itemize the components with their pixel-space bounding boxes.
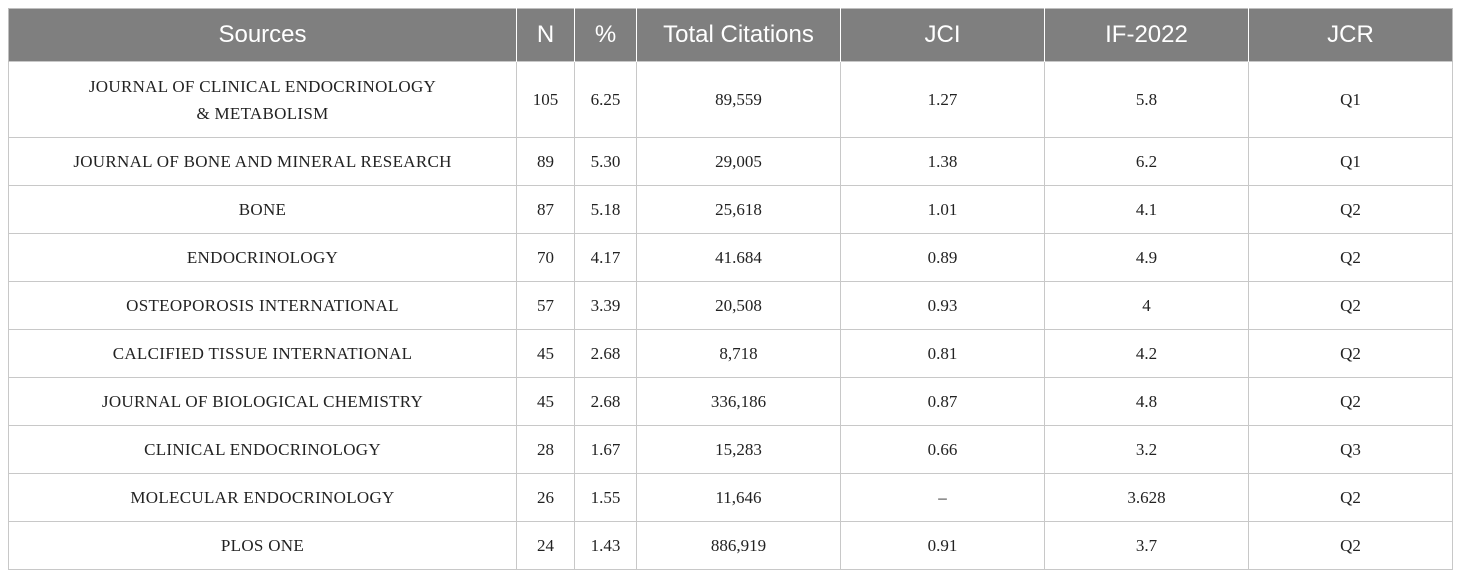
cell-jci: –	[840, 473, 1045, 522]
cell-jci: 0.81	[840, 329, 1045, 378]
cell-jci: 1.27	[840, 61, 1045, 138]
cell-n: 45	[516, 377, 575, 426]
cell-if-2022: 4.9	[1044, 233, 1249, 282]
cell-total-citations: 11,646	[636, 473, 841, 522]
cell-source: OSTEOPOROSIS INTERNATIONAL	[8, 281, 517, 330]
cell-percent: 3.39	[574, 281, 637, 330]
header-total-citations: Total Citations	[636, 8, 841, 62]
cell-n: 28	[516, 425, 575, 474]
table-row: ENDOCRINOLOGY 70 4.17 41.684 0.89 4.9 Q2	[8, 233, 1453, 282]
cell-jcr: Q2	[1248, 281, 1453, 330]
header-n: N	[516, 8, 575, 62]
cell-jcr: Q2	[1248, 473, 1453, 522]
cell-percent: 5.18	[574, 185, 637, 234]
cell-if-2022: 4.1	[1044, 185, 1249, 234]
cell-if-2022: 6.2	[1044, 137, 1249, 186]
cell-jcr: Q2	[1248, 185, 1453, 234]
cell-source: ENDOCRINOLOGY	[8, 233, 517, 282]
cell-n: 24	[516, 521, 575, 570]
cell-total-citations: 336,186	[636, 377, 841, 426]
cell-total-citations: 8,718	[636, 329, 841, 378]
table-row: BONE 87 5.18 25,618 1.01 4.1 Q2	[8, 185, 1453, 234]
cell-percent: 2.68	[574, 329, 637, 378]
header-jci: JCI	[840, 8, 1045, 62]
cell-percent: 1.55	[574, 473, 637, 522]
cell-source: MOLECULAR ENDOCRINOLOGY	[8, 473, 517, 522]
cell-source: BONE	[8, 185, 517, 234]
cell-n: 89	[516, 137, 575, 186]
table-body: JOURNAL OF CLINICAL ENDOCRINOLOGY & METAB…	[8, 61, 1453, 570]
cell-total-citations: 25,618	[636, 185, 841, 234]
cell-percent: 5.30	[574, 137, 637, 186]
cell-source: JOURNAL OF BONE AND MINERAL RESEARCH	[8, 137, 517, 186]
cell-percent: 2.68	[574, 377, 637, 426]
header-jcr: JCR	[1248, 8, 1453, 62]
cell-n: 105	[516, 61, 575, 138]
cell-n: 87	[516, 185, 575, 234]
cell-if-2022: 4.2	[1044, 329, 1249, 378]
cell-if-2022: 4	[1044, 281, 1249, 330]
cell-jci: 0.91	[840, 521, 1045, 570]
cell-percent: 4.17	[574, 233, 637, 282]
table-row: JOURNAL OF BONE AND MINERAL RESEARCH 89 …	[8, 137, 1453, 186]
header-if-2022: IF-2022	[1044, 8, 1249, 62]
cell-total-citations: 20,508	[636, 281, 841, 330]
cell-total-citations: 886,919	[636, 521, 841, 570]
header-row: Sources N % Total Citations JCI IF-2022 …	[8, 8, 1453, 62]
cell-jci: 0.93	[840, 281, 1045, 330]
cell-n: 26	[516, 473, 575, 522]
cell-jcr: Q2	[1248, 233, 1453, 282]
table-row: OSTEOPOROSIS INTERNATIONAL 57 3.39 20,50…	[8, 281, 1453, 330]
source-line-2: & METABOLISM	[196, 103, 329, 123]
cell-jcr: Q3	[1248, 425, 1453, 474]
journals-table-container: Sources N % Total Citations JCI IF-2022 …	[8, 8, 1453, 570]
cell-source: CALCIFIED TISSUE INTERNATIONAL	[8, 329, 517, 378]
cell-source: PLOS ONE	[8, 521, 517, 570]
cell-jcr: Q1	[1248, 137, 1453, 186]
header-sources: Sources	[8, 8, 517, 62]
table-row: JOURNAL OF CLINICAL ENDOCRINOLOGY & METAB…	[8, 61, 1453, 138]
cell-source: CLINICAL ENDOCRINOLOGY	[8, 425, 517, 474]
cell-jcr: Q2	[1248, 329, 1453, 378]
cell-n: 70	[516, 233, 575, 282]
table-row: PLOS ONE 24 1.43 886,919 0.91 3.7 Q2	[8, 521, 1453, 570]
table-row: CALCIFIED TISSUE INTERNATIONAL 45 2.68 8…	[8, 329, 1453, 378]
cell-total-citations: 29,005	[636, 137, 841, 186]
cell-if-2022: 3.2	[1044, 425, 1249, 474]
table-row: CLINICAL ENDOCRINOLOGY 28 1.67 15,283 0.…	[8, 425, 1453, 474]
cell-jci: 1.01	[840, 185, 1045, 234]
cell-if-2022: 5.8	[1044, 61, 1249, 138]
cell-percent: 6.25	[574, 61, 637, 138]
cell-total-citations: 89,559	[636, 61, 841, 138]
journals-table: Sources N % Total Citations JCI IF-2022 …	[8, 8, 1453, 570]
cell-jci: 0.87	[840, 377, 1045, 426]
cell-percent: 1.67	[574, 425, 637, 474]
cell-jci: 1.38	[840, 137, 1045, 186]
cell-n: 57	[516, 281, 575, 330]
cell-jci: 0.66	[840, 425, 1045, 474]
cell-jcr: Q2	[1248, 521, 1453, 570]
cell-total-citations: 41.684	[636, 233, 841, 282]
cell-total-citations: 15,283	[636, 425, 841, 474]
cell-percent: 1.43	[574, 521, 637, 570]
source-line-1: JOURNAL OF CLINICAL ENDOCRINOLOGY	[88, 76, 437, 96]
cell-source: JOURNAL OF CLINICAL ENDOCRINOLOGY & METAB…	[8, 61, 517, 138]
table-header: Sources N % Total Citations JCI IF-2022 …	[8, 8, 1453, 62]
cell-if-2022: 3.7	[1044, 521, 1249, 570]
cell-if-2022: 3.628	[1044, 473, 1249, 522]
cell-n: 45	[516, 329, 575, 378]
cell-jci: 0.89	[840, 233, 1045, 282]
table-row: JOURNAL OF BIOLOGICAL CHEMISTRY 45 2.68 …	[8, 377, 1453, 426]
header-percent: %	[574, 8, 637, 62]
cell-jcr: Q1	[1248, 61, 1453, 138]
table-row: MOLECULAR ENDOCRINOLOGY 26 1.55 11,646 –…	[8, 473, 1453, 522]
cell-if-2022: 4.8	[1044, 377, 1249, 426]
cell-source: JOURNAL OF BIOLOGICAL CHEMISTRY	[8, 377, 517, 426]
cell-jcr: Q2	[1248, 377, 1453, 426]
